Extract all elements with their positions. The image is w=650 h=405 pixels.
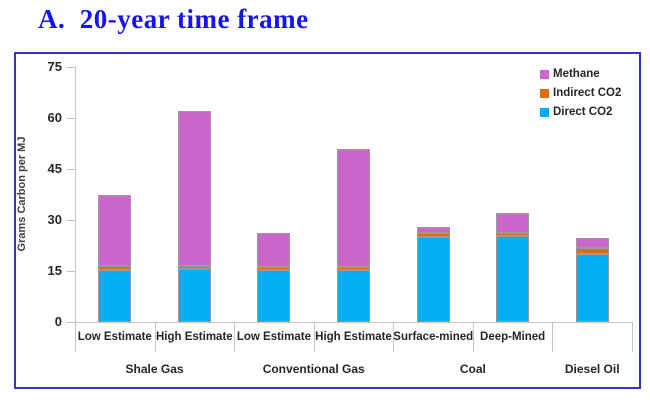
bar-segment-direct-co2 — [336, 269, 370, 322]
y-tick-label: 60 — [47, 110, 62, 125]
legend-item-direct-co2: Direct CO2 — [540, 106, 621, 118]
bar-segment-indirect-co2 — [416, 233, 450, 237]
y-tick-mark — [67, 67, 75, 68]
methane-swatch-icon — [540, 69, 549, 79]
bar-segment-direct-co2 — [177, 269, 211, 322]
indirect-co2-swatch-icon — [540, 88, 549, 98]
y-tick-mark — [67, 118, 75, 119]
bar-segment-methane — [257, 232, 291, 267]
bar-segment-methane — [575, 237, 609, 249]
bar-segment-direct-co2 — [257, 269, 291, 322]
y-axis-line — [75, 67, 76, 322]
category-divider — [631, 322, 633, 352]
bar-segment-methane — [336, 148, 370, 267]
group-label: Diesel Oil — [564, 362, 620, 376]
y-tick-mark — [67, 220, 75, 221]
x-axis-line — [75, 322, 632, 323]
category-divider — [393, 322, 395, 352]
legend-item-methane: Methane — [540, 68, 621, 80]
bar-segment-direct-co2 — [98, 269, 132, 322]
category-label: High Estimate — [156, 331, 233, 343]
bar-segment-indirect-co2 — [257, 266, 291, 270]
y-tick-label: 45 — [47, 161, 62, 176]
bar-segment-direct-co2 — [416, 236, 450, 322]
bar-segment-methane — [496, 213, 530, 234]
legend: Methane Indirect CO2 Direct CO2 — [540, 68, 621, 118]
plot-area: 0 15 30 45 60 75 Low Estimate High Estimate Low … — [16, 54, 639, 387]
bar-segment-indirect-co2 — [98, 265, 132, 270]
legend-item-indirect-co2: Indirect CO2 — [540, 87, 621, 99]
category-divider — [234, 322, 236, 352]
category-divider — [472, 322, 474, 352]
bar-segment-methane — [416, 227, 450, 234]
bar-segment-methane — [177, 111, 211, 266]
category-divider — [313, 322, 315, 352]
y-tick-mark — [67, 322, 75, 323]
group-label: Coal — [459, 362, 486, 376]
y-tick-label: 15 — [47, 263, 62, 278]
y-tick-label: 75 — [47, 59, 62, 74]
group-label: Conventional Gas — [262, 362, 365, 376]
bar-segment-direct-co2 — [575, 254, 609, 322]
category-divider — [552, 322, 554, 352]
y-tick-label: 0 — [54, 314, 62, 329]
category-label: Low Estimate — [77, 331, 152, 343]
y-tick-label: 30 — [47, 212, 62, 227]
chart-title: A. 20-year time frame — [38, 4, 309, 34]
bar-segment-indirect-co2 — [177, 265, 211, 270]
direct-co2-swatch-icon — [540, 107, 549, 117]
chart-frame: Grams Carbon per MJ 0 15 30 45 60 75 Low Estim… — [14, 52, 641, 389]
category-label: High Estimate — [315, 331, 392, 343]
bar-segment-indirect-co2 — [496, 233, 530, 237]
bar-segment-methane — [98, 194, 132, 266]
category-divider — [154, 322, 156, 352]
category-label: Low Estimate — [236, 331, 311, 343]
bar-segment-direct-co2 — [496, 236, 530, 322]
bar-segment-indirect-co2 — [336, 266, 370, 270]
legend-label: Methane — [553, 68, 600, 80]
category-label: Deep-Mined — [480, 331, 546, 343]
y-tick-mark — [67, 169, 75, 170]
legend-label: Direct CO2 — [553, 106, 613, 118]
group-label: Shale Gas — [125, 362, 184, 376]
category-label: Surface-mined — [393, 331, 474, 343]
bar-segment-indirect-co2 — [575, 248, 609, 255]
category-divider — [75, 322, 76, 352]
y-tick-mark — [67, 271, 75, 272]
legend-label: Indirect CO2 — [553, 87, 622, 99]
